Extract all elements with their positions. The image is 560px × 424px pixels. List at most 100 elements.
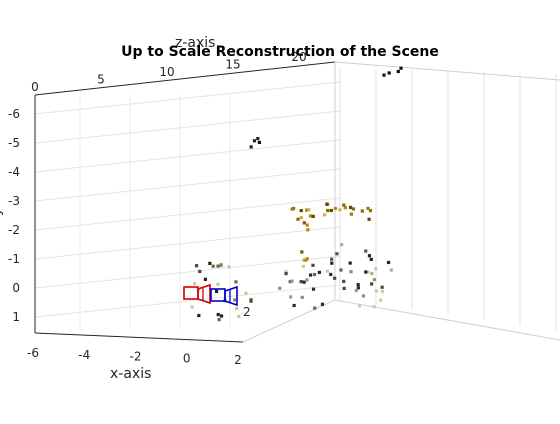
data-point	[244, 291, 248, 295]
y-tick-label: -1	[8, 252, 20, 266]
data-point	[374, 267, 378, 271]
data-point	[301, 264, 306, 268]
data-point	[360, 209, 364, 213]
grid-line	[34, 139, 341, 173]
data-point	[329, 208, 333, 213]
data-point	[380, 289, 384, 294]
x-tick-label: 0	[183, 351, 191, 365]
data-point	[348, 205, 353, 210]
data-point	[227, 265, 231, 269]
data-point	[290, 279, 294, 283]
data-point	[194, 264, 199, 268]
data-point	[198, 269, 202, 274]
axis-line-z	[34, 61, 336, 96]
data-point	[219, 314, 224, 318]
grid-line	[34, 284, 341, 318]
data-point	[326, 208, 330, 213]
grid-line	[34, 110, 341, 144]
data-point	[325, 202, 329, 206]
x-tick-label: -4	[78, 348, 90, 362]
x-tick-label: -6	[27, 346, 39, 360]
data-point	[306, 228, 310, 232]
camera-1	[183, 283, 211, 305]
y-axis-label: y-axis	[0, 175, 4, 216]
z-tick-label: 15	[225, 58, 240, 72]
data-point	[387, 71, 391, 75]
data-point	[208, 261, 212, 265]
data-point	[339, 268, 343, 272]
box-edge	[334, 61, 560, 81]
grid-line	[34, 81, 341, 115]
data-point	[342, 279, 346, 283]
data-point	[356, 283, 360, 287]
data-point	[313, 306, 317, 310]
data-point	[374, 289, 379, 293]
grid-line	[34, 255, 341, 289]
data-point	[193, 282, 197, 286]
data-point	[338, 208, 342, 212]
data-point	[233, 298, 237, 302]
data-point	[389, 268, 393, 272]
data-point	[288, 295, 293, 299]
y-tick-label: -2	[8, 223, 20, 237]
data-point	[357, 304, 362, 308]
data-point	[351, 207, 356, 211]
y-tick-label: -5	[8, 136, 20, 150]
data-point	[364, 270, 368, 274]
data-point	[284, 269, 288, 274]
data-point	[311, 287, 316, 291]
grid-line	[34, 197, 341, 231]
data-point	[302, 221, 306, 225]
data-point	[190, 305, 194, 309]
data-point	[308, 273, 313, 277]
z-tick-label: 10	[159, 65, 174, 79]
data-point	[311, 214, 315, 218]
data-point	[396, 69, 400, 74]
data-point	[349, 270, 353, 274]
data-point	[364, 249, 368, 253]
grid-line	[34, 168, 341, 202]
box-edge	[242, 299, 336, 343]
data-point	[367, 217, 371, 221]
x-tick-label: -2	[130, 350, 142, 364]
data-point	[361, 294, 366, 298]
data-point	[249, 299, 253, 303]
data-point	[333, 206, 337, 211]
data-point	[325, 269, 330, 273]
data-point	[305, 278, 309, 282]
camera-label: 2	[243, 305, 251, 319]
data-point	[368, 209, 373, 213]
data-point	[349, 212, 353, 216]
y-tick-label: -4	[8, 165, 20, 179]
data-point	[217, 318, 221, 322]
data-point	[399, 66, 403, 70]
data-point	[292, 303, 296, 308]
data-point	[340, 243, 344, 247]
z-tick-label: 0	[31, 80, 39, 94]
grid-lines	[34, 68, 557, 330]
y-tick-label: -6	[8, 107, 20, 121]
camera-markers: 2	[183, 283, 251, 319]
chart-title: Up to Scale Reconstruction of the Scene	[121, 44, 439, 60]
data-point	[234, 280, 238, 284]
data-point	[307, 208, 311, 212]
data-point	[305, 223, 309, 227]
data-point	[330, 261, 334, 265]
z-tick-label: 5	[97, 73, 105, 87]
data-point	[372, 278, 376, 282]
data-point	[354, 288, 358, 293]
data-point	[197, 313, 201, 318]
data-point	[380, 285, 384, 289]
data-point	[330, 257, 334, 261]
data-point	[379, 298, 383, 302]
data-point	[308, 214, 313, 218]
data-point	[302, 280, 306, 284]
data-point	[369, 257, 373, 261]
y-tick-label: -3	[8, 194, 20, 208]
data-point	[386, 260, 391, 265]
data-point	[312, 272, 317, 277]
data-point	[343, 206, 347, 210]
